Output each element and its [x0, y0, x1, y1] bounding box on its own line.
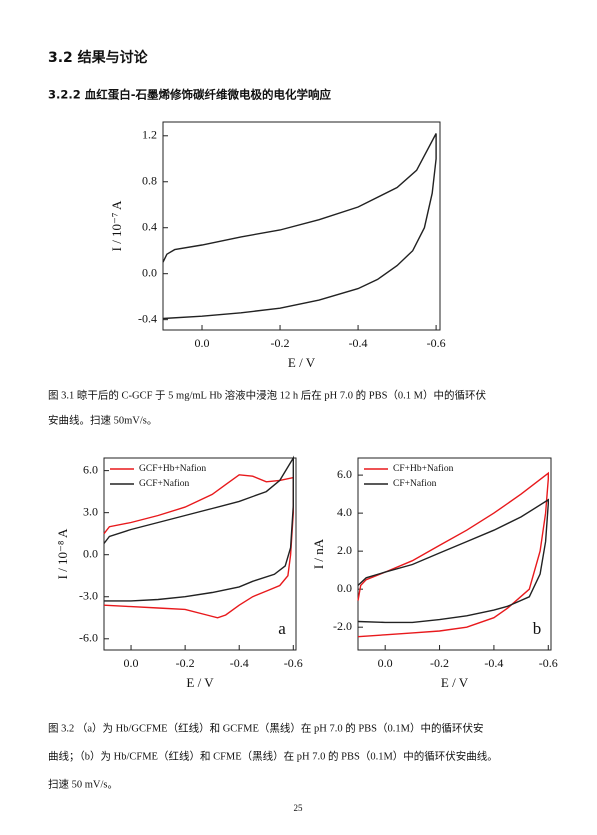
caption-line: 图 3.2 （a）为 Hb/GCFME（红线）和 GCFME（黑线）在 pH 7… — [48, 721, 484, 734]
y-tick-label: 1.2 — [142, 128, 157, 142]
cv-curve — [103, 455, 294, 602]
x-tick-label: -0.6 — [284, 656, 303, 670]
y-tick-label: -0.4 — [138, 311, 157, 325]
y-tick-label: 0.0 — [83, 546, 98, 560]
x-tick-label: -0.2 — [430, 656, 449, 670]
plot-frame — [357, 457, 552, 651]
y-tick-label: 0.0 — [337, 581, 352, 595]
legend-label: GCF+Hb+Nafion — [139, 463, 206, 474]
y-axis-label: I / 10⁻⁷ A — [109, 200, 124, 251]
x-axis-label: E / V — [441, 675, 469, 690]
cv-curve — [103, 474, 294, 619]
plot-frame — [162, 121, 441, 331]
y-tick-label: 2.0 — [337, 543, 352, 557]
caption-line: 安曲线。扫速 50mV/s。 — [48, 413, 157, 426]
x-tick-label: -0.6 — [427, 336, 446, 350]
x-tick-label: -0.6 — [539, 656, 558, 670]
y-tick-label: -2.0 — [333, 619, 352, 633]
legend-label: CF+Nafion — [393, 478, 437, 489]
y-tick-label: 0.8 — [142, 174, 157, 188]
y-tick-label: 3.0 — [83, 504, 98, 518]
y-tick-label: 6.0 — [83, 462, 98, 476]
plot-frame — [103, 457, 297, 651]
subsection-heading: 3.2.2 血红蛋白-石墨烯修饰碳纤维微电极的电化学响应 — [48, 88, 332, 102]
x-tick-label: 0.0 — [378, 656, 393, 670]
cv-curve — [357, 471, 549, 638]
x-tick-label: -0.2 — [176, 656, 195, 670]
caption-line: 扫速 50 mV/s。 — [48, 777, 118, 790]
page-number: 25 — [294, 803, 304, 813]
caption-line: 曲线；（b）为 Hb/CFME（红线）和 CFME（黑线）在 pH 7.0 的 … — [48, 749, 498, 762]
x-tick-label: -0.4 — [230, 656, 249, 670]
x-tick-label: -0.4 — [484, 656, 503, 670]
y-tick-label: 0.0 — [142, 265, 157, 279]
x-tick-label: -0.4 — [349, 336, 368, 350]
panel-label: a — [278, 619, 286, 638]
y-tick-label: -6.0 — [79, 631, 98, 645]
cv-curve — [162, 133, 437, 320]
y-tick-label: 4.0 — [337, 505, 352, 519]
caption-line: 图 3.1 晾干后的 C-GCF 于 5 mg/mL Hb 溶液中浸泡 12 h… — [48, 388, 487, 401]
x-axis-label: E / V — [186, 675, 214, 690]
section-heading: 3.2 结果与讨论 — [48, 49, 149, 66]
x-tick-label: -0.2 — [271, 336, 290, 350]
x-axis-label: E / V — [288, 355, 316, 370]
legend-label: CF+Hb+Nafion — [393, 463, 454, 474]
y-axis-label: I / nA — [311, 538, 326, 569]
y-axis-label: I / 10⁻⁸ A — [55, 528, 70, 579]
y-tick-label: 0.4 — [142, 219, 157, 233]
legend-label: GCF+Nafion — [139, 478, 189, 489]
cv-curve — [357, 498, 549, 624]
x-tick-label: 0.0 — [195, 336, 210, 350]
panel-label: b — [533, 619, 542, 638]
x-tick-label: 0.0 — [124, 656, 139, 670]
y-tick-label: 6.0 — [337, 467, 352, 481]
y-tick-label: -3.0 — [79, 588, 98, 602]
